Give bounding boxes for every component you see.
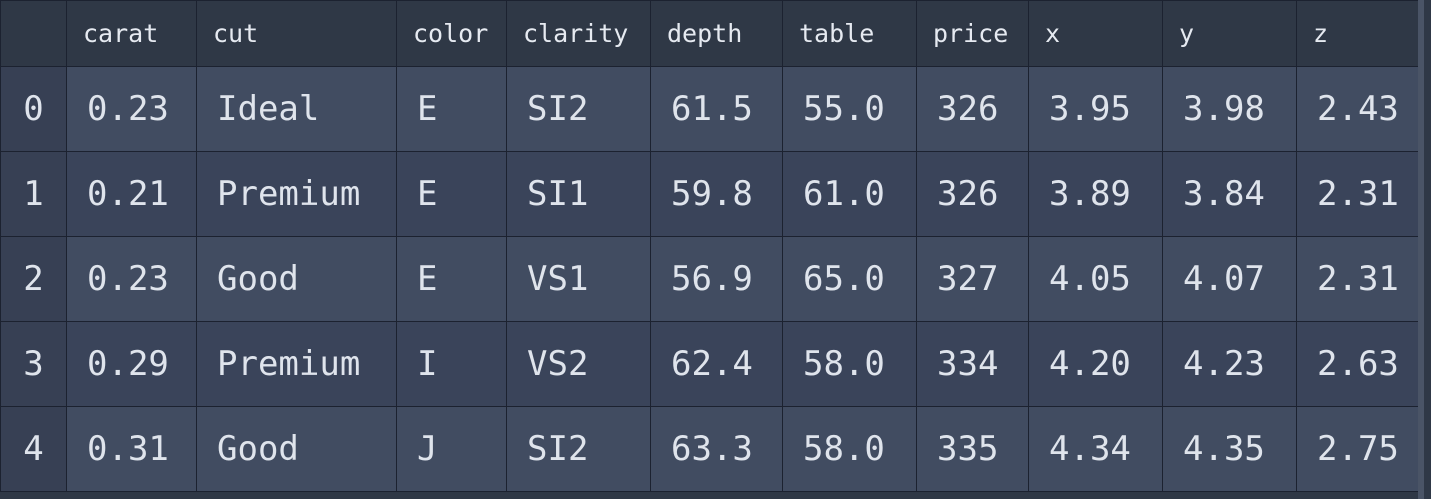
column-header-z[interactable]: z <box>1296 0 1419 67</box>
column-header-carat[interactable]: carat <box>66 0 197 67</box>
column-header-table[interactable]: table <box>782 0 917 67</box>
cell-table: 61.0 <box>782 151 917 237</box>
cell-carat: 0.31 <box>66 406 197 492</box>
column-header-color[interactable]: color <box>396 0 507 67</box>
cell-cut: Good <box>196 236 397 322</box>
cell-cut: Ideal <box>196 66 397 152</box>
row-index: 2 <box>0 236 67 322</box>
cell-clarity: SI2 <box>506 66 651 152</box>
cell-clarity: SI2 <box>506 406 651 492</box>
cell-z: 2.75 <box>1296 406 1419 492</box>
cell-carat: 0.23 <box>66 66 197 152</box>
cell-color: E <box>396 66 507 152</box>
cell-depth: 56.9 <box>650 236 783 322</box>
cell-price: 334 <box>916 321 1029 407</box>
header-row: carat cut color clarity depth table pric… <box>0 0 1419 67</box>
cell-z: 2.31 <box>1296 151 1419 237</box>
cell-color: E <box>396 151 507 237</box>
cell-z: 2.43 <box>1296 66 1419 152</box>
row-index: 1 <box>0 151 67 237</box>
table-row: 0 0.23 Ideal E SI2 61.5 55.0 326 3.95 3.… <box>0 66 1419 152</box>
cell-color: E <box>396 236 507 322</box>
data-table: carat cut color clarity depth table pric… <box>0 0 1419 492</box>
cell-y: 4.23 <box>1162 321 1297 407</box>
cell-x: 4.05 <box>1028 236 1163 322</box>
table-row: 2 0.23 Good E VS1 56.9 65.0 327 4.05 4.0… <box>0 236 1419 322</box>
cell-x: 4.20 <box>1028 321 1163 407</box>
cell-color: J <box>396 406 507 492</box>
column-header-x[interactable]: x <box>1028 0 1163 67</box>
cell-depth: 61.5 <box>650 66 783 152</box>
cell-carat: 0.29 <box>66 321 197 407</box>
cell-price: 326 <box>916 151 1029 237</box>
cell-depth: 59.8 <box>650 151 783 237</box>
cell-price: 326 <box>916 66 1029 152</box>
cell-carat: 0.23 <box>66 236 197 322</box>
cell-y: 4.35 <box>1162 406 1297 492</box>
table-row: 1 0.21 Premium E SI1 59.8 61.0 326 3.89 … <box>0 151 1419 237</box>
cell-clarity: VS2 <box>506 321 651 407</box>
column-header-cut[interactable]: cut <box>196 0 397 67</box>
cell-table: 55.0 <box>782 66 917 152</box>
cell-table: 58.0 <box>782 321 917 407</box>
cell-clarity: VS1 <box>506 236 651 322</box>
cell-color: I <box>396 321 507 407</box>
cell-clarity: SI1 <box>506 151 651 237</box>
cell-cut: Premium <box>196 321 397 407</box>
cell-x: 4.34 <box>1028 406 1163 492</box>
cell-depth: 62.4 <box>650 321 783 407</box>
column-header-price[interactable]: price <box>916 0 1029 67</box>
row-index: 3 <box>0 321 67 407</box>
cell-cut: Premium <box>196 151 397 237</box>
cell-price: 327 <box>916 236 1029 322</box>
row-index: 4 <box>0 406 67 492</box>
vertical-scrollbar[interactable] <box>1418 0 1424 499</box>
cell-table: 58.0 <box>782 406 917 492</box>
table-row: 3 0.29 Premium I VS2 62.4 58.0 334 4.20 … <box>0 321 1419 407</box>
cell-x: 3.89 <box>1028 151 1163 237</box>
column-header-clarity[interactable]: clarity <box>506 0 651 67</box>
cell-table: 65.0 <box>782 236 917 322</box>
column-header-depth[interactable]: depth <box>650 0 783 67</box>
column-header-y[interactable]: y <box>1162 0 1297 67</box>
column-header-index <box>0 0 67 67</box>
cell-y: 4.07 <box>1162 236 1297 322</box>
cell-y: 3.98 <box>1162 66 1297 152</box>
cell-x: 3.95 <box>1028 66 1163 152</box>
cell-carat: 0.21 <box>66 151 197 237</box>
cell-price: 335 <box>916 406 1029 492</box>
row-index: 0 <box>0 66 67 152</box>
cell-z: 2.63 <box>1296 321 1419 407</box>
cell-cut: Good <box>196 406 397 492</box>
cell-depth: 63.3 <box>650 406 783 492</box>
cell-y: 3.84 <box>1162 151 1297 237</box>
table-row: 4 0.31 Good J SI2 63.3 58.0 335 4.34 4.3… <box>0 406 1419 492</box>
cell-z: 2.31 <box>1296 236 1419 322</box>
